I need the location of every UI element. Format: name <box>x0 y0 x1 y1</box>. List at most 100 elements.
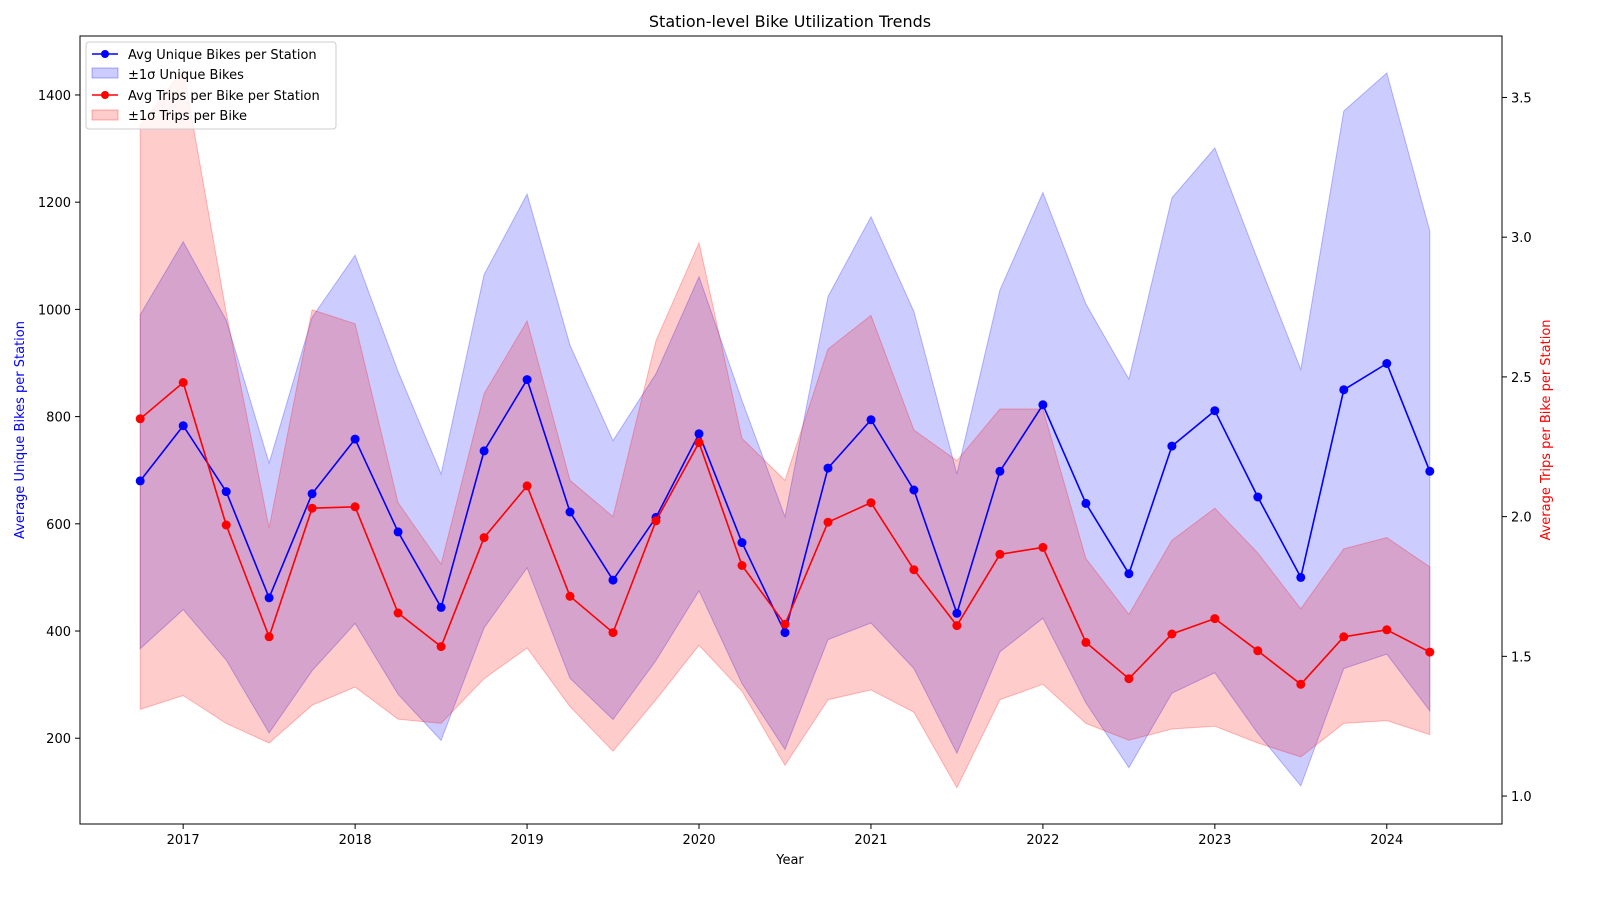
point-bikes <box>522 375 532 385</box>
y-left-tick-label: 1400 <box>38 89 71 104</box>
point-bikes <box>1210 406 1220 416</box>
axes-layer <box>79 35 1503 825</box>
point-trips <box>909 565 919 575</box>
point-bikes <box>393 527 403 537</box>
point-bikes <box>565 507 575 517</box>
bands-layer <box>139 68 1431 789</box>
legend-label-trips-band: ±1σ Trips per Bike <box>128 109 247 124</box>
point-bikes <box>1038 400 1048 410</box>
point-trips <box>952 621 962 631</box>
point-trips <box>1296 679 1306 689</box>
lines-layer <box>135 359 1435 689</box>
point-bikes <box>436 602 446 612</box>
point-bikes <box>1382 359 1392 368</box>
x-axis: 2017 2018 2019 2020 2021 2022 2023 2024 <box>167 824 1403 848</box>
point-bikes <box>952 608 962 618</box>
point-bikes <box>608 575 618 585</box>
point-trips <box>823 517 833 527</box>
x-tick-label: 2020 <box>682 833 715 848</box>
x-tick-label: 2017 <box>167 833 200 848</box>
point-trips <box>1339 632 1349 642</box>
point-bikes <box>307 489 317 499</box>
y-right-tick-label: 1.5 <box>1511 650 1532 665</box>
y-left-tick-label: 1000 <box>38 303 71 318</box>
point-bikes <box>737 538 747 548</box>
legend: Avg Unique Bikes per Station ±1σ Unique … <box>85 41 337 130</box>
legend-label-bikes: Avg Unique Bikes per Station <box>128 48 317 63</box>
y-left-tick-label: 1200 <box>38 196 71 211</box>
point-trips <box>651 516 661 526</box>
legend-band-trips <box>91 109 119 121</box>
point-trips <box>436 642 446 652</box>
point-trips <box>1425 647 1435 657</box>
point-trips <box>608 628 618 638</box>
y-axis-right-label: Average Trips per Bike per Station <box>1539 319 1554 540</box>
y-left-tick-label: 200 <box>46 732 71 747</box>
x-tick-label: 2022 <box>1026 833 1059 848</box>
legend-label-trips: Avg Trips per Bike per Station <box>128 89 320 104</box>
point-trips <box>264 632 274 642</box>
point-bikes <box>135 476 145 486</box>
point-trips <box>479 533 489 543</box>
point-trips <box>694 438 704 448</box>
point-trips <box>393 608 403 618</box>
y-right-tick-label: 3.0 <box>1511 231 1532 246</box>
y-left-tick-label: 800 <box>46 411 71 426</box>
point-bikes <box>1124 569 1134 579</box>
point-bikes <box>221 487 231 497</box>
x-tick-label: 2021 <box>854 833 887 848</box>
point-bikes <box>479 446 489 456</box>
point-trips <box>350 502 360 512</box>
legend-marker-trips <box>101 91 109 99</box>
chart-title: Station-level Bike Utilization Trends <box>649 12 931 31</box>
band-bikes <box>139 72 1431 787</box>
point-trips <box>307 503 317 513</box>
point-trips <box>135 414 145 424</box>
y-right-tick-label: 1.0 <box>1511 790 1532 805</box>
point-bikes <box>350 434 360 444</box>
point-trips <box>522 481 532 491</box>
point-trips <box>866 498 876 508</box>
point-trips <box>565 591 575 601</box>
point-trips <box>995 549 1005 559</box>
point-trips <box>1081 637 1091 647</box>
point-bikes <box>1253 492 1263 502</box>
point-bikes <box>1296 572 1306 582</box>
band-trips <box>139 68 1431 789</box>
point-trips <box>1167 629 1177 639</box>
point-trips <box>1210 614 1220 624</box>
point-trips <box>1253 646 1263 656</box>
x-axis-label: Year <box>775 853 804 868</box>
legend-marker-bikes <box>101 50 109 58</box>
plot-frame <box>79 35 1503 825</box>
point-bikes <box>1425 466 1435 476</box>
point-bikes <box>1167 441 1177 451</box>
point-trips <box>1124 674 1134 684</box>
point-bikes <box>264 593 274 603</box>
legend-box <box>85 41 337 130</box>
x-tick-label: 2019 <box>511 833 544 848</box>
point-bikes <box>823 463 833 473</box>
y-right-tick-label: 2.5 <box>1511 371 1532 386</box>
point-bikes <box>1081 498 1091 508</box>
y-right-tick-label: 2.0 <box>1511 511 1532 526</box>
point-bikes <box>780 628 790 638</box>
point-bikes <box>995 466 1005 476</box>
legend-label-bikes-band: ±1σ Unique Bikes <box>128 68 244 83</box>
point-trips <box>1382 625 1392 635</box>
x-tick-label: 2018 <box>339 833 372 848</box>
point-bikes <box>694 429 704 439</box>
y-axis-left-label: Average Unique Bikes per Station <box>13 321 28 539</box>
x-tick-label: 2023 <box>1198 833 1231 848</box>
point-bikes <box>1339 385 1349 395</box>
y-right-tick-label: 3.5 <box>1511 91 1532 106</box>
point-bikes <box>178 421 188 431</box>
y-left-tick-label: 400 <box>46 625 71 640</box>
y-axis-right: 1.0 1.5 2.0 2.5 3.0 3.5 <box>1502 91 1532 805</box>
point-bikes <box>866 415 876 425</box>
point-trips <box>780 619 790 629</box>
point-trips <box>1038 542 1048 552</box>
y-left-tick-label: 600 <box>46 518 71 533</box>
y-axis-left: 200 400 600 800 1000 1200 1400 <box>38 89 80 747</box>
